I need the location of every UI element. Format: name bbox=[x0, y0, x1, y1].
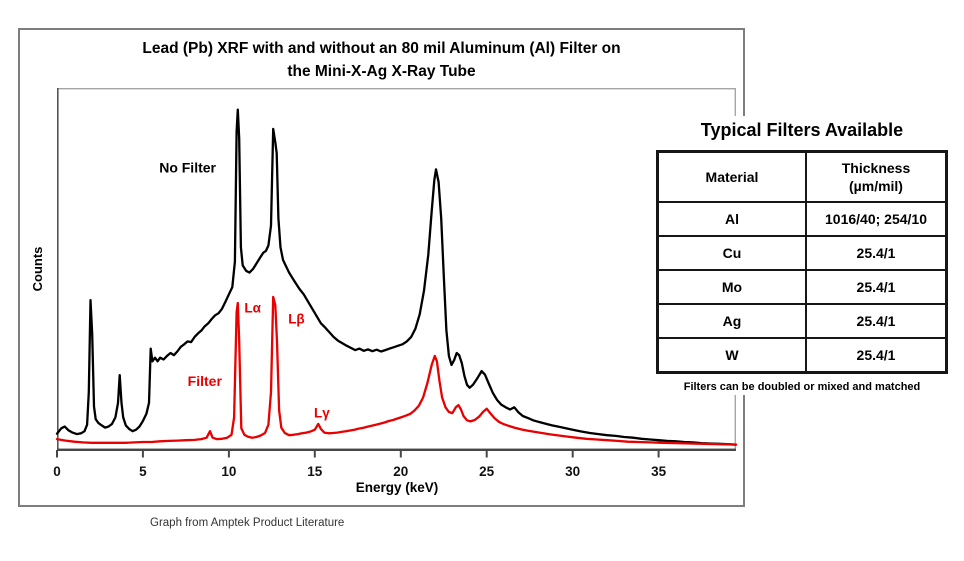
thickness-cell: 25.4/1 bbox=[805, 235, 948, 271]
chart-title-line2: the Mini-X-Ag X-Ray Tube bbox=[287, 63, 476, 80]
table-row: Cu 25.4/1 bbox=[656, 235, 948, 271]
table-row: Ag 25.4/1 bbox=[656, 303, 948, 339]
table-row: W 25.4/1 bbox=[656, 337, 948, 374]
filters-table: Material Thickness (µm/mil) Al 1016/40; 2… bbox=[656, 150, 948, 374]
column-header-thickness: Thickness (µm/mil) bbox=[805, 150, 948, 203]
spectrum-plot: 0 5 10 15 20 25 30 35 No Filter Filter Lα Lβ Lγ bbox=[53, 87, 738, 479]
plot-area: 0 5 10 15 20 25 30 35 No Filter Filter Lα Lβ Lγ bbox=[53, 87, 738, 488]
l-beta-peak-label: Lβ bbox=[288, 311, 305, 326]
l-alpha-peak-label: Lα bbox=[244, 300, 261, 315]
filter-series-label: Filter bbox=[188, 373, 223, 389]
filter-curve bbox=[55, 295, 738, 446]
x-tick-label-15: 15 bbox=[307, 464, 323, 479]
table-header-row: Material Thickness (µm/mil) bbox=[656, 150, 948, 203]
x-tick-label-35: 35 bbox=[651, 464, 667, 479]
material-cell: Mo bbox=[656, 269, 807, 305]
thickness-cell: 1016/40; 254/10 bbox=[805, 201, 948, 237]
chart-panel: Lead (Pb) XRF with and without an 80 mil… bbox=[18, 28, 745, 507]
filters-table-panel: Typical Filters Available Material Thick… bbox=[645, 116, 959, 395]
plot-frame bbox=[56, 87, 736, 451]
column-header-material: Material bbox=[656, 150, 807, 203]
x-axis-ticks: 0 5 10 15 20 25 30 35 bbox=[53, 450, 667, 479]
material-cell: Ag bbox=[656, 303, 807, 339]
material-cell: Cu bbox=[656, 235, 807, 271]
no-filter-curve bbox=[55, 108, 738, 446]
x-tick-label-10: 10 bbox=[221, 464, 236, 479]
spectrum-curves bbox=[55, 108, 738, 446]
no-filter-series-label: No Filter bbox=[159, 160, 216, 176]
source-caption: Graph from Amptek Product Literature bbox=[150, 517, 345, 529]
x-tick-label-5: 5 bbox=[139, 464, 147, 479]
table-row: Mo 25.4/1 bbox=[656, 269, 948, 305]
thickness-cell: 25.4/1 bbox=[805, 337, 948, 374]
material-cell: Al bbox=[656, 201, 807, 237]
x-tick-label-25: 25 bbox=[479, 464, 495, 479]
x-tick-label-30: 30 bbox=[565, 464, 580, 479]
table-row: Al 1016/40; 254/10 bbox=[656, 201, 948, 237]
chart-title: Lead (Pb) XRF with and without an 80 mil… bbox=[20, 37, 743, 83]
filters-table-title: Typical Filters Available bbox=[700, 120, 904, 140]
x-tick-label-0: 0 bbox=[53, 464, 61, 479]
thickness-cell: 25.4/1 bbox=[805, 269, 948, 305]
chart-title-line1: Lead (Pb) XRF with and without an 80 mil… bbox=[142, 40, 621, 57]
filters-table-footnote: Filters can be doubled or mixed and matc… bbox=[683, 381, 921, 393]
x-axis-label: Energy (keV) bbox=[355, 480, 439, 495]
material-cell: W bbox=[656, 337, 807, 374]
x-tick-label-20: 20 bbox=[393, 464, 408, 479]
l-gamma-peak-label: Lγ bbox=[314, 405, 330, 420]
thickness-cell: 25.4/1 bbox=[805, 303, 948, 339]
y-axis-label: Counts bbox=[30, 246, 45, 292]
